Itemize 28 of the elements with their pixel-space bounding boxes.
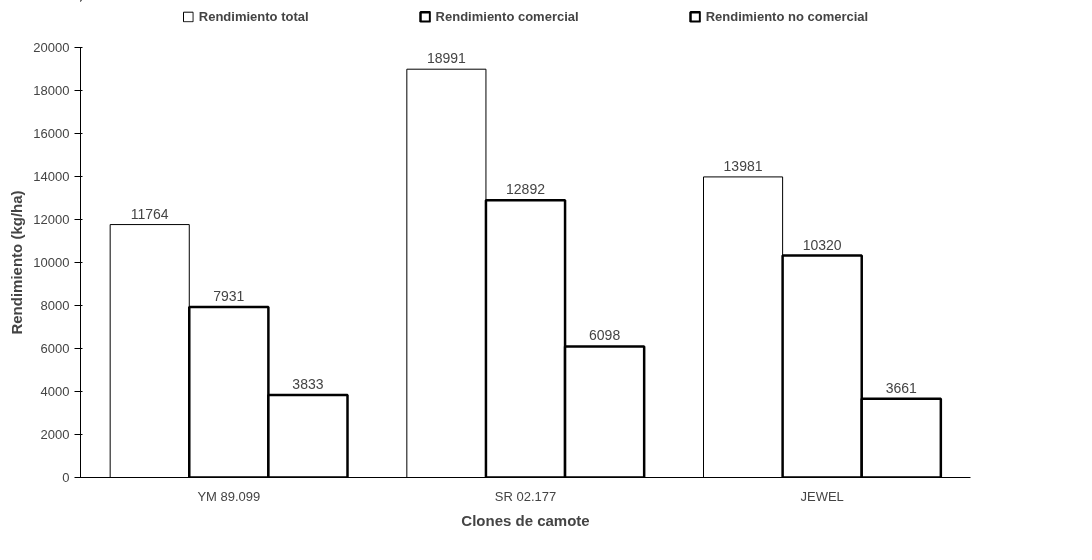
- data-label: 18991: [426, 50, 467, 67]
- y-tick-label: 12000: [33, 212, 70, 227]
- data-label: 10320: [802, 236, 842, 253]
- y-tick-label: 6000: [40, 341, 70, 356]
- legend-label: Rendimiento no comercial: [705, 8, 869, 24]
- y-axis-title: Rendimiento (kg/ha): [8, 190, 26, 335]
- x-tick-label: SR 02.177: [494, 488, 557, 504]
- x-tick-label: YM 89.099: [197, 488, 261, 504]
- y-tick-label: 16000: [33, 126, 70, 141]
- data-label: 13981: [723, 157, 763, 174]
- y-tick-label: 0: [62, 470, 70, 485]
- x-axis-title: Clones de camote: [461, 511, 590, 529]
- data-label: 3833: [292, 376, 324, 393]
- y-tick-label: 8000: [40, 298, 70, 313]
- data-label: 6098: [589, 327, 621, 344]
- data-label: 7931: [213, 287, 245, 304]
- legend-label: Rendimiento comercial: [435, 8, 579, 24]
- y-tick-label: 2000: [40, 427, 70, 442]
- y-tick-label: 10000: [33, 255, 70, 270]
- y-tick-label: 14000: [33, 169, 70, 184]
- data-label: 12892: [506, 181, 546, 198]
- x-tick-label: JEWEL: [800, 488, 844, 504]
- data-label: 11764: [130, 205, 169, 222]
- data-label: 3661: [885, 379, 918, 396]
- y-tick-label: 4000: [40, 384, 70, 399]
- y-tick-label: 18000: [33, 83, 70, 98]
- y-tick-label: 20000: [33, 40, 70, 55]
- legend-label: Rendimiento total: [198, 8, 309, 24]
